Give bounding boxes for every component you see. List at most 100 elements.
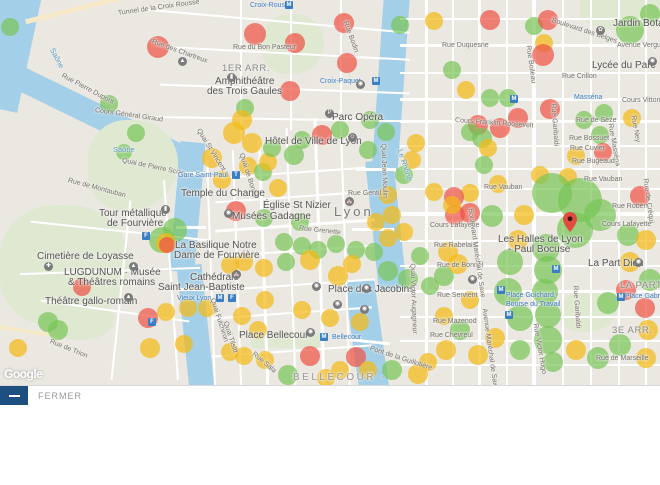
selected-location-marker[interactable] (563, 212, 577, 232)
metro-badge-croix-rousse[interactable]: M (285, 1, 293, 9)
measurement-dot-yellow[interactable] (379, 229, 397, 247)
measurement-dot-yellow[interactable] (438, 242, 458, 262)
measurement-dot-green[interactable] (293, 131, 311, 149)
measurement-dot-yellow[interactable] (395, 223, 413, 241)
measurement-dot-red[interactable] (159, 237, 175, 253)
measurement-dot-yellow[interactable] (9, 339, 27, 357)
measurement-dot-red[interactable] (538, 10, 558, 30)
measurement-dot-yellow[interactable] (221, 256, 239, 274)
measurement-dot-yellow[interactable] (359, 361, 377, 379)
measurement-dot-green[interactable] (263, 139, 281, 157)
measurement-dot-yellow[interactable] (443, 196, 461, 214)
measurement-dot-green[interactable] (595, 104, 613, 122)
measurement-dot-yellow[interactable] (620, 252, 640, 272)
measurement-dot-green[interactable] (275, 233, 293, 251)
measurement-dot-yellow[interactable] (259, 153, 277, 171)
metro-badge-vieux-lyon[interactable]: M (216, 294, 224, 302)
measurement-dot-green[interactable] (48, 320, 68, 340)
measurement-dot-yellow[interactable] (300, 250, 320, 270)
measurement-dot-green[interactable] (391, 16, 409, 34)
measurement-dot-green[interactable] (421, 277, 439, 295)
measurement-dot-yellow[interactable] (235, 347, 253, 365)
measurement-dot-yellow[interactable] (636, 230, 656, 250)
measurement-dot-red[interactable] (300, 346, 320, 366)
measurement-dot-red[interactable] (346, 347, 366, 367)
minimize-icon[interactable] (0, 386, 28, 405)
measurement-dot-green[interactable] (534, 326, 562, 354)
measurement-dot-green[interactable] (347, 241, 365, 259)
measurement-dot-yellow[interactable] (256, 291, 274, 309)
measurement-dot-yellow[interactable] (317, 369, 335, 385)
measurement-dot-yellow[interactable] (638, 320, 658, 340)
measurement-dot-green[interactable] (398, 269, 418, 289)
funicular-badge-vieux-lyon[interactable]: F (228, 294, 236, 302)
measurement-dot-red[interactable] (460, 203, 480, 223)
measurement-dot-yellow[interactable] (461, 291, 479, 309)
measurement-dot-green[interactable] (640, 4, 660, 24)
measurement-dot-green[interactable] (587, 347, 609, 369)
measurement-dot-green[interactable] (450, 320, 470, 340)
metro-badge-guichard[interactable]: M (497, 286, 505, 294)
measurement-dot-yellow[interactable] (489, 175, 507, 193)
measurement-dot-green[interactable] (616, 16, 644, 44)
measurement-dot-yellow[interactable] (202, 148, 222, 168)
measurement-dot-yellow[interactable] (239, 157, 257, 175)
measurement-dot-green[interactable] (377, 123, 395, 141)
measurement-dot-yellow[interactable] (343, 255, 361, 273)
measurement-dot-yellow[interactable] (175, 335, 193, 353)
measurement-dot-green[interactable] (461, 123, 479, 141)
measurement-dot-green[interactable] (475, 156, 493, 174)
measurement-dot-yellow[interactable] (623, 109, 641, 127)
measurement-dot-green[interactable] (127, 124, 145, 142)
close-panel-button[interactable]: FERMER (0, 386, 82, 405)
measurement-dot-green[interactable] (591, 126, 609, 144)
measurement-dot-green[interactable] (434, 266, 454, 286)
measurement-dot-yellow[interactable] (249, 321, 267, 339)
measurement-dot-red[interactable] (244, 23, 266, 45)
measurement-dot-yellow[interactable] (566, 340, 586, 360)
measurement-dot-green[interactable] (510, 340, 530, 360)
measurement-dot-red[interactable] (635, 298, 655, 318)
measurement-dot-yellow[interactable] (407, 134, 425, 152)
measurement-dot-green[interactable] (584, 199, 616, 231)
measurement-dot-yellow[interactable] (435, 307, 453, 325)
measurement-dot-green[interactable] (443, 61, 461, 79)
measurement-dot-green[interactable] (532, 279, 558, 305)
metro-badge-part-dieu[interactable]: M (617, 293, 625, 301)
measurement-dot-green[interactable] (365, 243, 383, 261)
train-badge-gare-st-paul[interactable]: T (232, 171, 240, 179)
measurement-dot-red[interactable] (337, 53, 357, 73)
measurement-dot-green[interactable] (481, 205, 503, 227)
measurement-dot-green[interactable] (535, 302, 561, 328)
measurement-dot-yellow[interactable] (383, 206, 401, 224)
metro-badge-guichard-2[interactable]: M (505, 311, 513, 319)
measurement-dot-green[interactable] (291, 213, 309, 231)
measurement-dot-yellow[interactable] (242, 133, 262, 153)
measurement-dot-green[interactable] (378, 261, 398, 281)
measurement-dot-yellow[interactable] (157, 303, 175, 321)
measurement-dot-yellow[interactable] (425, 12, 443, 30)
measurement-dot-yellow[interactable] (457, 81, 475, 99)
measurement-dot-yellow[interactable] (140, 338, 160, 358)
measurement-dot-red[interactable] (540, 99, 560, 119)
measurement-dot-green[interactable] (277, 253, 295, 271)
measurement-dot-green[interactable] (284, 145, 304, 165)
measurement-dot-green[interactable] (481, 89, 499, 107)
measurement-dot-green[interactable] (597, 292, 619, 314)
measurement-dot-green[interactable] (609, 334, 631, 356)
measurement-dot-yellow[interactable] (636, 348, 656, 368)
metro-badge-bellecour[interactable]: M (320, 333, 328, 341)
measurement-dot-red[interactable] (594, 143, 612, 161)
measurement-dot-yellow[interactable] (479, 139, 497, 157)
measurement-dot-yellow[interactable] (351, 313, 369, 331)
measurement-dot-yellow[interactable] (256, 351, 274, 369)
measurement-dot-yellow[interactable] (468, 345, 488, 365)
measurement-dot-yellow[interactable] (514, 205, 534, 225)
measurement-dot-red[interactable] (280, 81, 300, 101)
measurement-dot-yellow[interactable] (269, 179, 287, 197)
metro-badge-croix-paquet[interactable]: M (372, 77, 380, 85)
measurement-dot-red[interactable] (334, 13, 354, 33)
measurement-dot-green[interactable] (382, 360, 402, 380)
measurement-dot-yellow[interactable] (485, 328, 505, 348)
measurement-dot-red[interactable] (630, 186, 650, 206)
